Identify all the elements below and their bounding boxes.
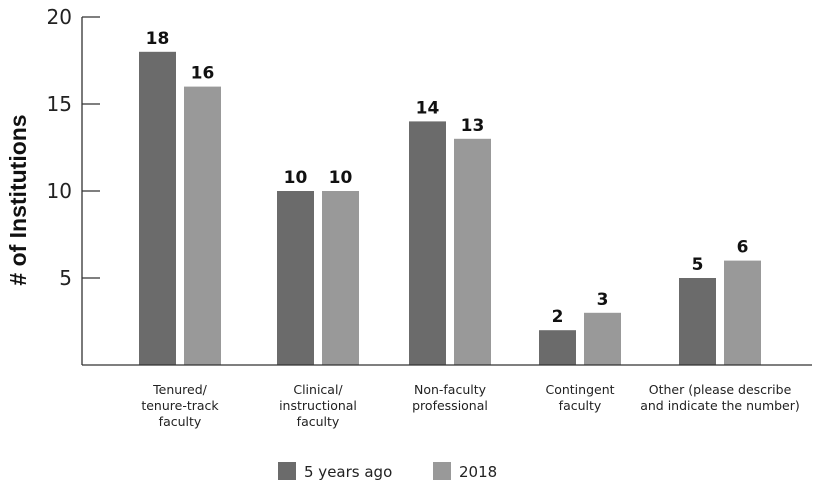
data-label: 14: [416, 98, 440, 118]
legend: 5 years ago 2018: [278, 462, 497, 481]
bar-five-years-ago: [139, 51, 176, 366]
bar-five-years-ago: [277, 191, 314, 365]
data-label: 18: [146, 29, 170, 49]
y-tick-label: 20: [47, 5, 72, 29]
data-label: 3: [597, 290, 609, 310]
data-label: 13: [461, 116, 485, 136]
category-labels: Tenured/tenure-track faculty Clinical/inst…: [141, 382, 799, 429]
bar-2018: [184, 86, 221, 365]
category-label: Non-faculty professional: [412, 382, 488, 413]
legend-label: 2018: [459, 463, 497, 481]
y-tick-label: 5: [59, 266, 72, 290]
data-label: 5: [692, 255, 704, 275]
bar-2018: [322, 191, 359, 365]
category-label: Tenured/tenure-track faculty: [141, 382, 219, 429]
y-tick-label: 10: [47, 179, 72, 203]
legend-swatch: [433, 462, 451, 480]
y-tick-label: 15: [47, 92, 72, 116]
category-label: Clinical/instructional faculty: [279, 382, 357, 429]
bar-2018: [724, 260, 761, 365]
data-label: 10: [284, 168, 308, 188]
y-axis-label: # of Institutions: [5, 114, 31, 285]
data-label: 10: [329, 168, 353, 188]
category-label: Contingent faculty: [545, 382, 614, 413]
bar-2018: [454, 138, 491, 365]
y-axis: 5 10 15 20: [47, 5, 100, 365]
value-labels: 18 10 14 2 5 16 10 13 3 6: [146, 29, 749, 327]
data-label: 6: [737, 238, 749, 258]
data-label: 2: [552, 307, 564, 327]
bar-five-years-ago: [409, 121, 446, 366]
legend-swatch: [278, 462, 296, 480]
category-label: Other (please describe and indicate the n…: [640, 382, 800, 413]
data-label: 16: [191, 64, 215, 84]
bar-five-years-ago: [539, 330, 576, 365]
legend-label: 5 years ago: [304, 463, 392, 481]
bar-five-years-ago: [679, 278, 716, 365]
bar-2018: [584, 312, 621, 365]
bars: [139, 51, 761, 366]
